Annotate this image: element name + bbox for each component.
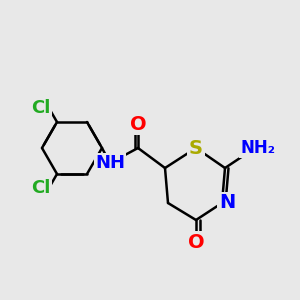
Text: NH: NH — [95, 154, 125, 172]
Text: NH₂: NH₂ — [241, 139, 275, 157]
Text: Cl: Cl — [31, 99, 51, 117]
Text: Cl: Cl — [31, 178, 51, 196]
Text: N: N — [219, 194, 235, 212]
Text: O: O — [188, 232, 204, 251]
Text: O: O — [130, 115, 146, 134]
Text: S: S — [189, 139, 203, 158]
